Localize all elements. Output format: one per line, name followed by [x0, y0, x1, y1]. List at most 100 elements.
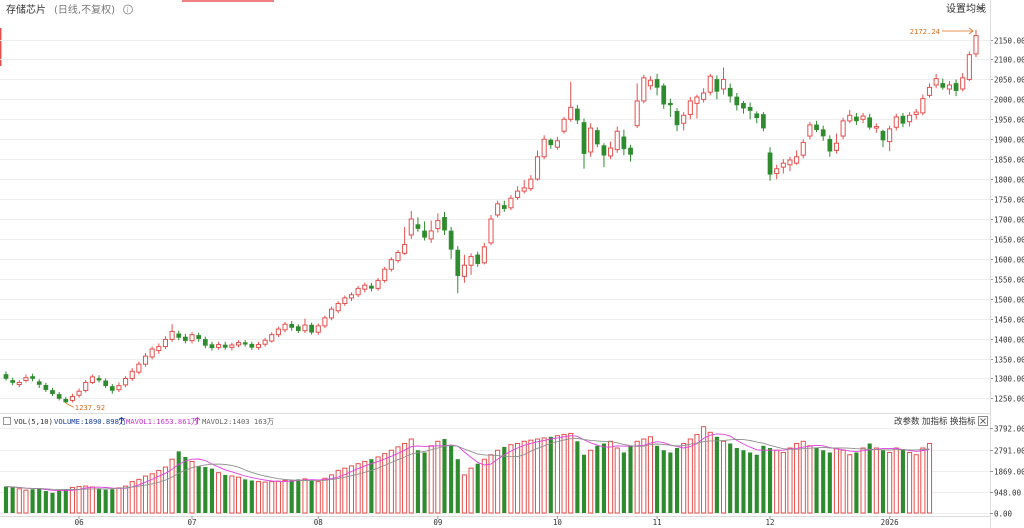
- candle: [515, 186, 521, 200]
- candle: [561, 116, 567, 134]
- candle: [461, 254, 467, 283]
- left-price-marker: [0, 28, 2, 66]
- volume-bar: [415, 450, 420, 513]
- volume-bar: [50, 492, 55, 513]
- volume-bar: [761, 445, 766, 513]
- candle: [800, 139, 806, 159]
- close-panel-icon[interactable]: [978, 416, 988, 426]
- volume-bar: [89, 486, 95, 514]
- candle: [661, 83, 667, 109]
- price-axis: 1250.00 1300.00 1350.00 1400.00 1450.00 1500.…: [990, 0, 1024, 528]
- candle: [209, 341, 215, 351]
- candle: [275, 326, 281, 338]
- volume-bar: [814, 447, 819, 513]
- candle: [23, 374, 29, 383]
- candle: [787, 156, 793, 172]
- volume-bar: [887, 451, 893, 514]
- volume-bar: [96, 488, 102, 513]
- candle: [235, 340, 242, 348]
- info-icon[interactable]: i: [123, 4, 133, 15]
- volume-bar: [103, 489, 108, 513]
- add-indicator-button[interactable]: 加指标: [922, 416, 948, 427]
- price-tick-label: 1350.00: [994, 356, 1024, 365]
- volume-value-label: VOLUME:1890.898万: [54, 417, 126, 426]
- volume-bar: [641, 438, 647, 514]
- volume-bar: [328, 474, 335, 514]
- volume-bar: [741, 450, 746, 513]
- volume-bar: [196, 465, 201, 513]
- volume-bar: [554, 435, 560, 514]
- candle: [946, 81, 952, 95]
- volume-bar: [461, 474, 467, 514]
- volume-bar: [309, 479, 314, 513]
- volume-bar: [169, 458, 175, 514]
- volume-bar: [601, 443, 607, 513]
- candle: [647, 76, 654, 90]
- candle: [714, 75, 720, 100]
- candle: [435, 213, 441, 233]
- volume-bar: [794, 443, 800, 514]
- volume-bar: [136, 478, 142, 514]
- toggle-checkbox-icon[interactable]: [3, 417, 11, 425]
- volume-bar: [481, 458, 487, 514]
- price-tick-label: 1250.00: [994, 395, 1024, 404]
- candle: [741, 100, 746, 114]
- x-tick-label: 10: [553, 518, 563, 527]
- price-tick-label: 1750.00: [994, 196, 1024, 205]
- candle: [162, 336, 169, 349]
- mavol1-value-label: MAVOL1:1653.861万: [126, 417, 198, 426]
- candle: [634, 83, 640, 129]
- volume-bar: [63, 489, 68, 513]
- active-tab-indicator: [182, 0, 274, 2]
- ma-settings-button[interactable]: 设置均线: [946, 2, 986, 15]
- candle: [183, 333, 188, 344]
- edit-params-button[interactable]: 改参数: [894, 416, 920, 427]
- candle: [880, 129, 886, 148]
- candle: [442, 211, 447, 235]
- candle: [116, 382, 122, 393]
- volume-header: VOL(5,10) VOLUME:1890.898万 MAVOL1:1653.8…: [3, 416, 274, 426]
- volume-bar: [907, 451, 913, 514]
- candle: [508, 195, 514, 211]
- volume-bar: [156, 469, 162, 514]
- volume-bar: [787, 447, 793, 514]
- volume-bar: [920, 447, 926, 514]
- candle: [887, 125, 893, 152]
- candle: [668, 98, 673, 117]
- candle: [129, 368, 135, 381]
- volume-bar: [588, 449, 594, 514]
- volume-bar: [595, 445, 600, 513]
- switch-indicator-button[interactable]: 换指标: [950, 416, 976, 427]
- candle: [189, 332, 195, 344]
- mavol2-line: [5, 437, 930, 490]
- volume-bar: [628, 445, 633, 513]
- volume-bar: [203, 467, 208, 513]
- volume-bar: [502, 446, 507, 513]
- volume-bars: [3, 426, 933, 514]
- candle: [654, 73, 660, 96]
- volume-bar: [362, 460, 368, 514]
- volume-tick-label: 2791.00: [994, 447, 1024, 456]
- volume-bar: [110, 489, 115, 513]
- price-tick-label: 1300.00: [994, 375, 1024, 384]
- volume-bar: [867, 443, 872, 513]
- volume-bar: [69, 486, 75, 514]
- volume-bar: [807, 445, 813, 514]
- candle: [395, 250, 401, 263]
- volume-bar: [408, 438, 414, 514]
- candle: [628, 144, 633, 162]
- volume-bar: [57, 490, 62, 513]
- volume-bar: [833, 447, 840, 514]
- volume-bar: [495, 449, 501, 514]
- candle: [854, 112, 859, 125]
- candle: [69, 393, 75, 403]
- volume-bar: [608, 440, 614, 514]
- candle: [328, 306, 335, 321]
- volume-bar: [176, 451, 181, 513]
- candle: [966, 51, 972, 82]
- candle: [50, 388, 55, 397]
- volume-bar: [647, 436, 654, 514]
- price-tick-label: 1950.00: [994, 116, 1024, 125]
- candle: [10, 377, 16, 386]
- candle: [641, 74, 647, 104]
